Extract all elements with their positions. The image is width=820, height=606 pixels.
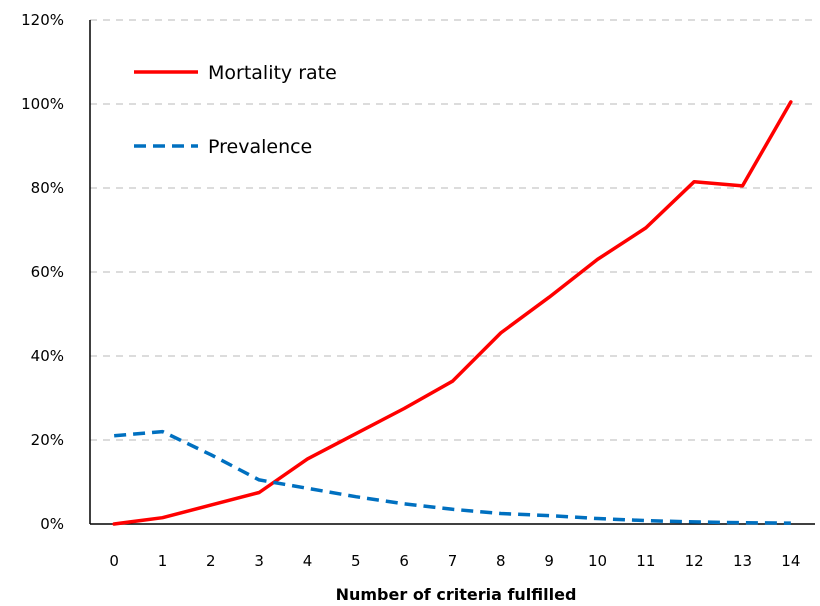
x-tick-label: 7 (448, 552, 458, 570)
x-tick-label: 13 (733, 552, 752, 570)
legend: Mortality rate Prevalence (134, 62, 337, 158)
series-line-0 (112, 100, 793, 526)
y-tick-label: 20% (31, 431, 64, 449)
y-tick-label: 120% (21, 11, 64, 29)
x-tick-label: 9 (544, 552, 554, 570)
x-tick-label: 8 (496, 552, 506, 570)
y-tick-label: 80% (31, 179, 64, 197)
x-tick-label: 3 (254, 552, 264, 570)
x-axis-tick-labels: 0 1 2 3 4 5 6 7 8 9 10 11 12 13 14 (109, 552, 800, 570)
x-tick-label: 0 (109, 552, 119, 570)
x-axis-title: Number of criteria fulfilled (336, 585, 577, 604)
y-axis-tick-labels: 0% 20% 40% 60% 80% 100% 120% (21, 11, 64, 533)
series-line-1 (114, 429, 791, 525)
y-tick-label: 60% (31, 263, 64, 281)
x-tick-label: 11 (636, 552, 655, 570)
x-tick-label: 12 (685, 552, 704, 570)
x-tick-label: 5 (351, 552, 361, 570)
series-lines (112, 100, 793, 526)
y-tick-label: 40% (31, 347, 64, 365)
gridlines (90, 19, 815, 441)
x-tick-label: 2 (206, 552, 216, 570)
y-tick-label: 100% (21, 95, 64, 113)
x-tick-label: 1 (158, 552, 168, 570)
legend-label-1: Prevalence (208, 136, 312, 158)
x-tick-label: 10 (588, 552, 607, 570)
legend-label-0: Mortality rate (208, 62, 337, 84)
x-tick-label: 4 (303, 552, 313, 570)
y-tick-label: 0% (40, 515, 64, 533)
x-tick-label: 6 (399, 552, 409, 570)
x-tick-label: 14 (781, 552, 800, 570)
